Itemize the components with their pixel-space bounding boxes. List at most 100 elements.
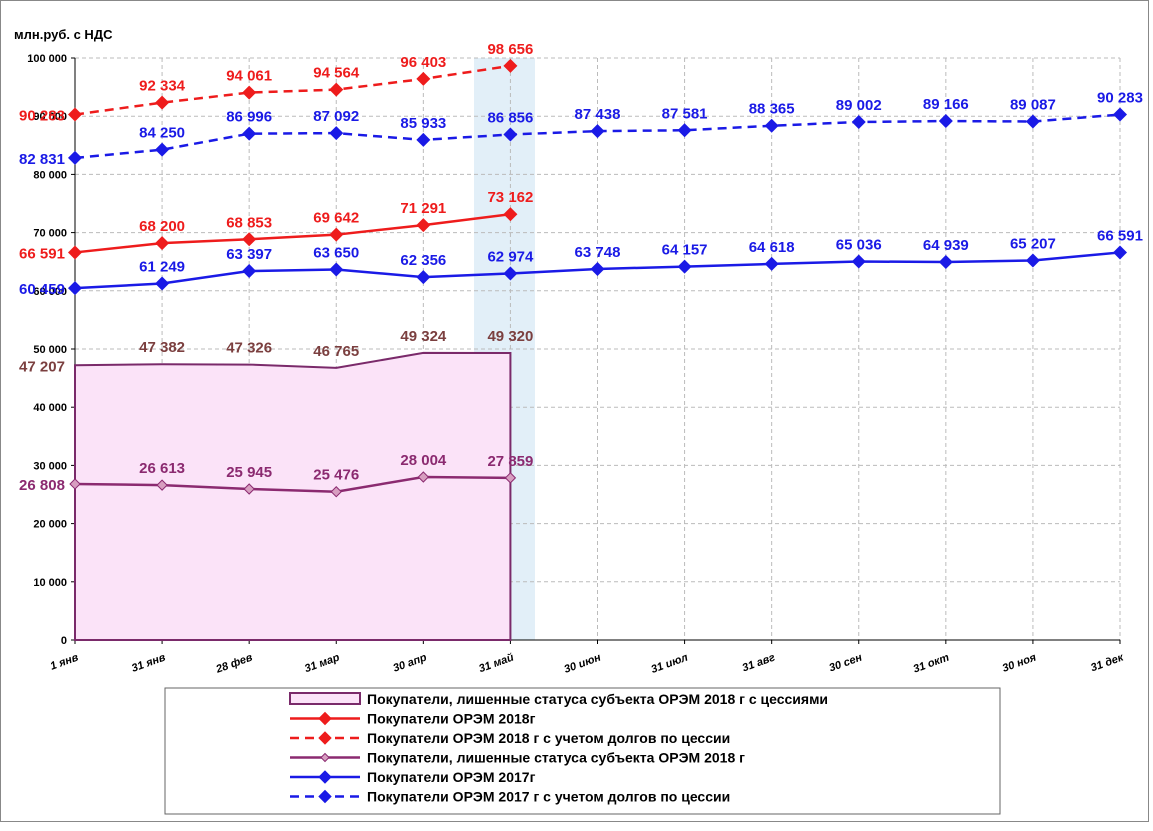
legend-label: Покупатели ОРЭМ 2018г [367,711,536,727]
marker [504,472,517,484]
value-label: 49 324 [400,328,447,345]
line [74,475,511,493]
legend [164,687,1001,815]
value-label: 68 853 [226,214,272,231]
y-tick-label: 20 000 [33,519,67,531]
y-axis-label: млн.руб. с НДС [14,27,113,42]
value-label: 87 438 [575,106,621,123]
marker [938,114,953,129]
marker [155,236,170,251]
value-label: 86 856 [487,109,533,126]
value-label: 64 939 [923,237,969,254]
area [74,351,512,641]
value-label: 89 002 [836,97,882,114]
marker [764,256,779,271]
marker [243,483,255,495]
value-label: 88 365 [749,101,795,118]
value-label: 47 207 [19,358,65,375]
marker [677,259,692,274]
y-tick-label: 100 000 [27,53,67,65]
value-label: 28 004 [400,452,447,469]
marker [242,126,257,141]
value-label: 63 748 [575,244,621,261]
value-label: 73 162 [487,189,533,206]
marker [1113,245,1127,260]
value-label: 63 650 [313,245,359,262]
marker [330,486,342,498]
marker [764,118,779,133]
value-label: 90 283 [1097,90,1143,107]
value-label: 89 166 [923,96,969,113]
value-label: 98 656 [487,41,533,58]
legend-marker [318,731,332,745]
value-label: 62 356 [400,252,446,269]
legend-marker [318,711,332,726]
value-label: 63 397 [226,246,272,263]
value-label: 85 933 [400,115,446,132]
marker [1113,107,1127,122]
value-label: 26 613 [139,460,185,477]
value-label: 94 564 [313,65,360,82]
marker [503,58,518,73]
marker [590,124,605,139]
value-label: 90 283 [19,108,65,125]
marker [329,227,344,242]
value-label: 65 207 [1010,235,1056,252]
marker [68,245,82,260]
value-label: 62 974 [487,248,534,265]
value-label: 61 249 [139,259,185,276]
y-tick-label: 30 000 [33,460,67,472]
value-label: 25 476 [313,467,359,484]
legend-marker [318,770,332,784]
marker [417,471,430,483]
line [74,64,511,116]
marker [503,266,518,281]
value-label: 25 945 [226,464,272,481]
marker [416,132,431,147]
legend-marker [320,752,330,763]
legend-label: Покупатели ОРЭМ 2017г [367,769,536,785]
y-tick-label: 60 000 [33,286,67,298]
marker [503,127,518,142]
marker [1025,114,1040,129]
legend-marker [318,789,332,804]
legend-swatch [289,692,361,705]
marker [155,142,170,157]
value-label: 96 403 [400,54,446,71]
value-label: 26 808 [19,477,65,494]
value-label: 47 382 [139,339,185,356]
y-tick-label: 10 000 [33,577,67,589]
marker [156,479,168,491]
legend-label: Покупатели ОРЭМ 2018 г с учетом долгов п… [367,730,730,746]
marker [242,264,257,279]
legend-label: Покупатели ОРЭМ 2017 г с учетом долгов п… [367,789,730,805]
marker [329,262,344,277]
value-label: 94 061 [226,68,272,85]
value-label: 92 334 [139,78,186,95]
y-tick-label: 90 000 [33,111,67,123]
value-label: 47 326 [226,340,272,357]
value-label: 64 157 [662,242,708,259]
y-tick-label: 50 000 [33,344,67,356]
y-tick-label: 40 000 [33,402,67,414]
marker [416,270,431,285]
marker [329,82,344,97]
marker [677,123,692,138]
legend-label: Покупатели, лишенные статуса субъекта ОР… [367,691,828,707]
y-tick-label: 70 000 [33,228,67,240]
value-label: 89 087 [1010,97,1056,114]
marker [416,71,431,86]
value-label: 69 642 [313,210,359,227]
value-label: 66 591 [1097,227,1143,244]
marker [68,281,82,296]
marker [1025,253,1040,268]
value-label: 27 859 [487,453,533,470]
value-label: 84 250 [139,125,185,142]
marker [503,207,518,222]
marker [242,85,257,100]
line [74,212,511,254]
marker [590,261,605,276]
value-label: 66 591 [19,245,65,262]
value-label: 82 831 [19,151,65,168]
marker [851,115,866,130]
